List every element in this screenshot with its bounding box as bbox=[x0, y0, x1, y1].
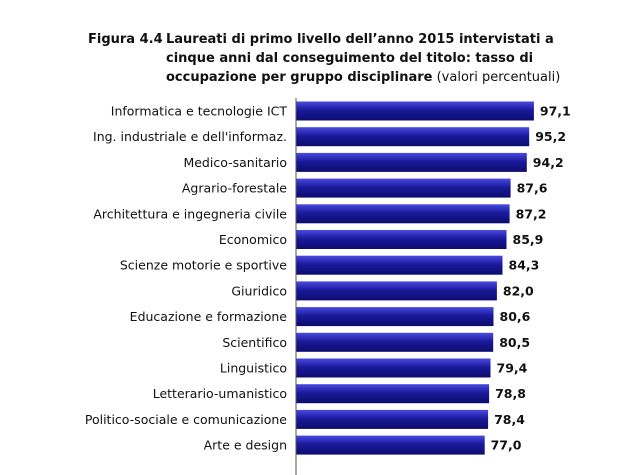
value-label: 87,6 bbox=[517, 181, 548, 196]
bars-group bbox=[296, 101, 534, 455]
category-labels-group: Informatica e tecnologie ICT Ing. industr… bbox=[85, 104, 288, 453]
category-label: Agrario-forestale bbox=[182, 181, 287, 196]
value-label: 80,6 bbox=[500, 309, 531, 324]
bar bbox=[296, 255, 503, 275]
value-label: 77,0 bbox=[491, 438, 522, 453]
value-label: 97,1 bbox=[540, 104, 571, 119]
bar bbox=[296, 101, 534, 121]
value-label: 79,4 bbox=[497, 361, 528, 376]
category-label: Arte e design bbox=[204, 438, 287, 453]
bar bbox=[296, 384, 490, 404]
figure-number: Figura 4.4 bbox=[88, 32, 163, 47]
value-label: 94,2 bbox=[533, 155, 564, 170]
category-label: Scientifico bbox=[222, 335, 287, 350]
bar bbox=[296, 307, 494, 327]
figure-title: Laureati di primo livello dell’anno 2015… bbox=[166, 30, 588, 87]
value-label: 85,9 bbox=[513, 232, 544, 247]
category-label: Scienze motorie e sportive bbox=[120, 258, 287, 273]
value-label: 78,8 bbox=[495, 386, 526, 401]
value-label: 84,3 bbox=[509, 258, 540, 273]
bar bbox=[296, 204, 510, 224]
category-label: Informatica e tecnologie ICT bbox=[111, 104, 288, 119]
bar bbox=[296, 435, 485, 455]
category-label: Medico-sanitario bbox=[183, 155, 287, 170]
bar bbox=[296, 332, 494, 352]
bar bbox=[296, 127, 530, 147]
bar bbox=[296, 358, 491, 378]
bar bbox=[296, 409, 489, 429]
category-label: Linguistico bbox=[220, 361, 287, 376]
value-label: 80,5 bbox=[499, 335, 530, 350]
category-label: Politico-sociale e comunicazione bbox=[85, 412, 287, 427]
figure-title-suffix: (valori percentuali) bbox=[436, 70, 561, 85]
figure-title-main: Laureati di primo livello dell’anno 2015… bbox=[166, 32, 554, 85]
category-label: Giuridico bbox=[231, 283, 287, 298]
bar bbox=[296, 178, 511, 198]
bar bbox=[296, 230, 507, 249]
value-label: 82,0 bbox=[503, 283, 534, 298]
value-labels-group: 97,1 95,2 94,2 87,6 87,2 85,9 84,3 82,0 80,6 80,5… bbox=[491, 104, 571, 453]
category-label: Letterario-umanistico bbox=[153, 386, 287, 401]
value-label: 87,2 bbox=[516, 206, 547, 221]
category-label: Ing. industriale e dell'informaz. bbox=[93, 129, 287, 144]
bar bbox=[296, 152, 527, 172]
category-label: Educazione e formazione bbox=[130, 309, 288, 324]
bar bbox=[296, 281, 497, 301]
category-label: Economico bbox=[219, 232, 287, 247]
figure-caption: Figura 4.4 Laureati di primo livello del… bbox=[88, 30, 588, 87]
category-label: Architettura e ingegneria civile bbox=[93, 206, 287, 221]
value-label: 95,2 bbox=[535, 129, 566, 144]
value-label: 78,4 bbox=[494, 412, 525, 427]
